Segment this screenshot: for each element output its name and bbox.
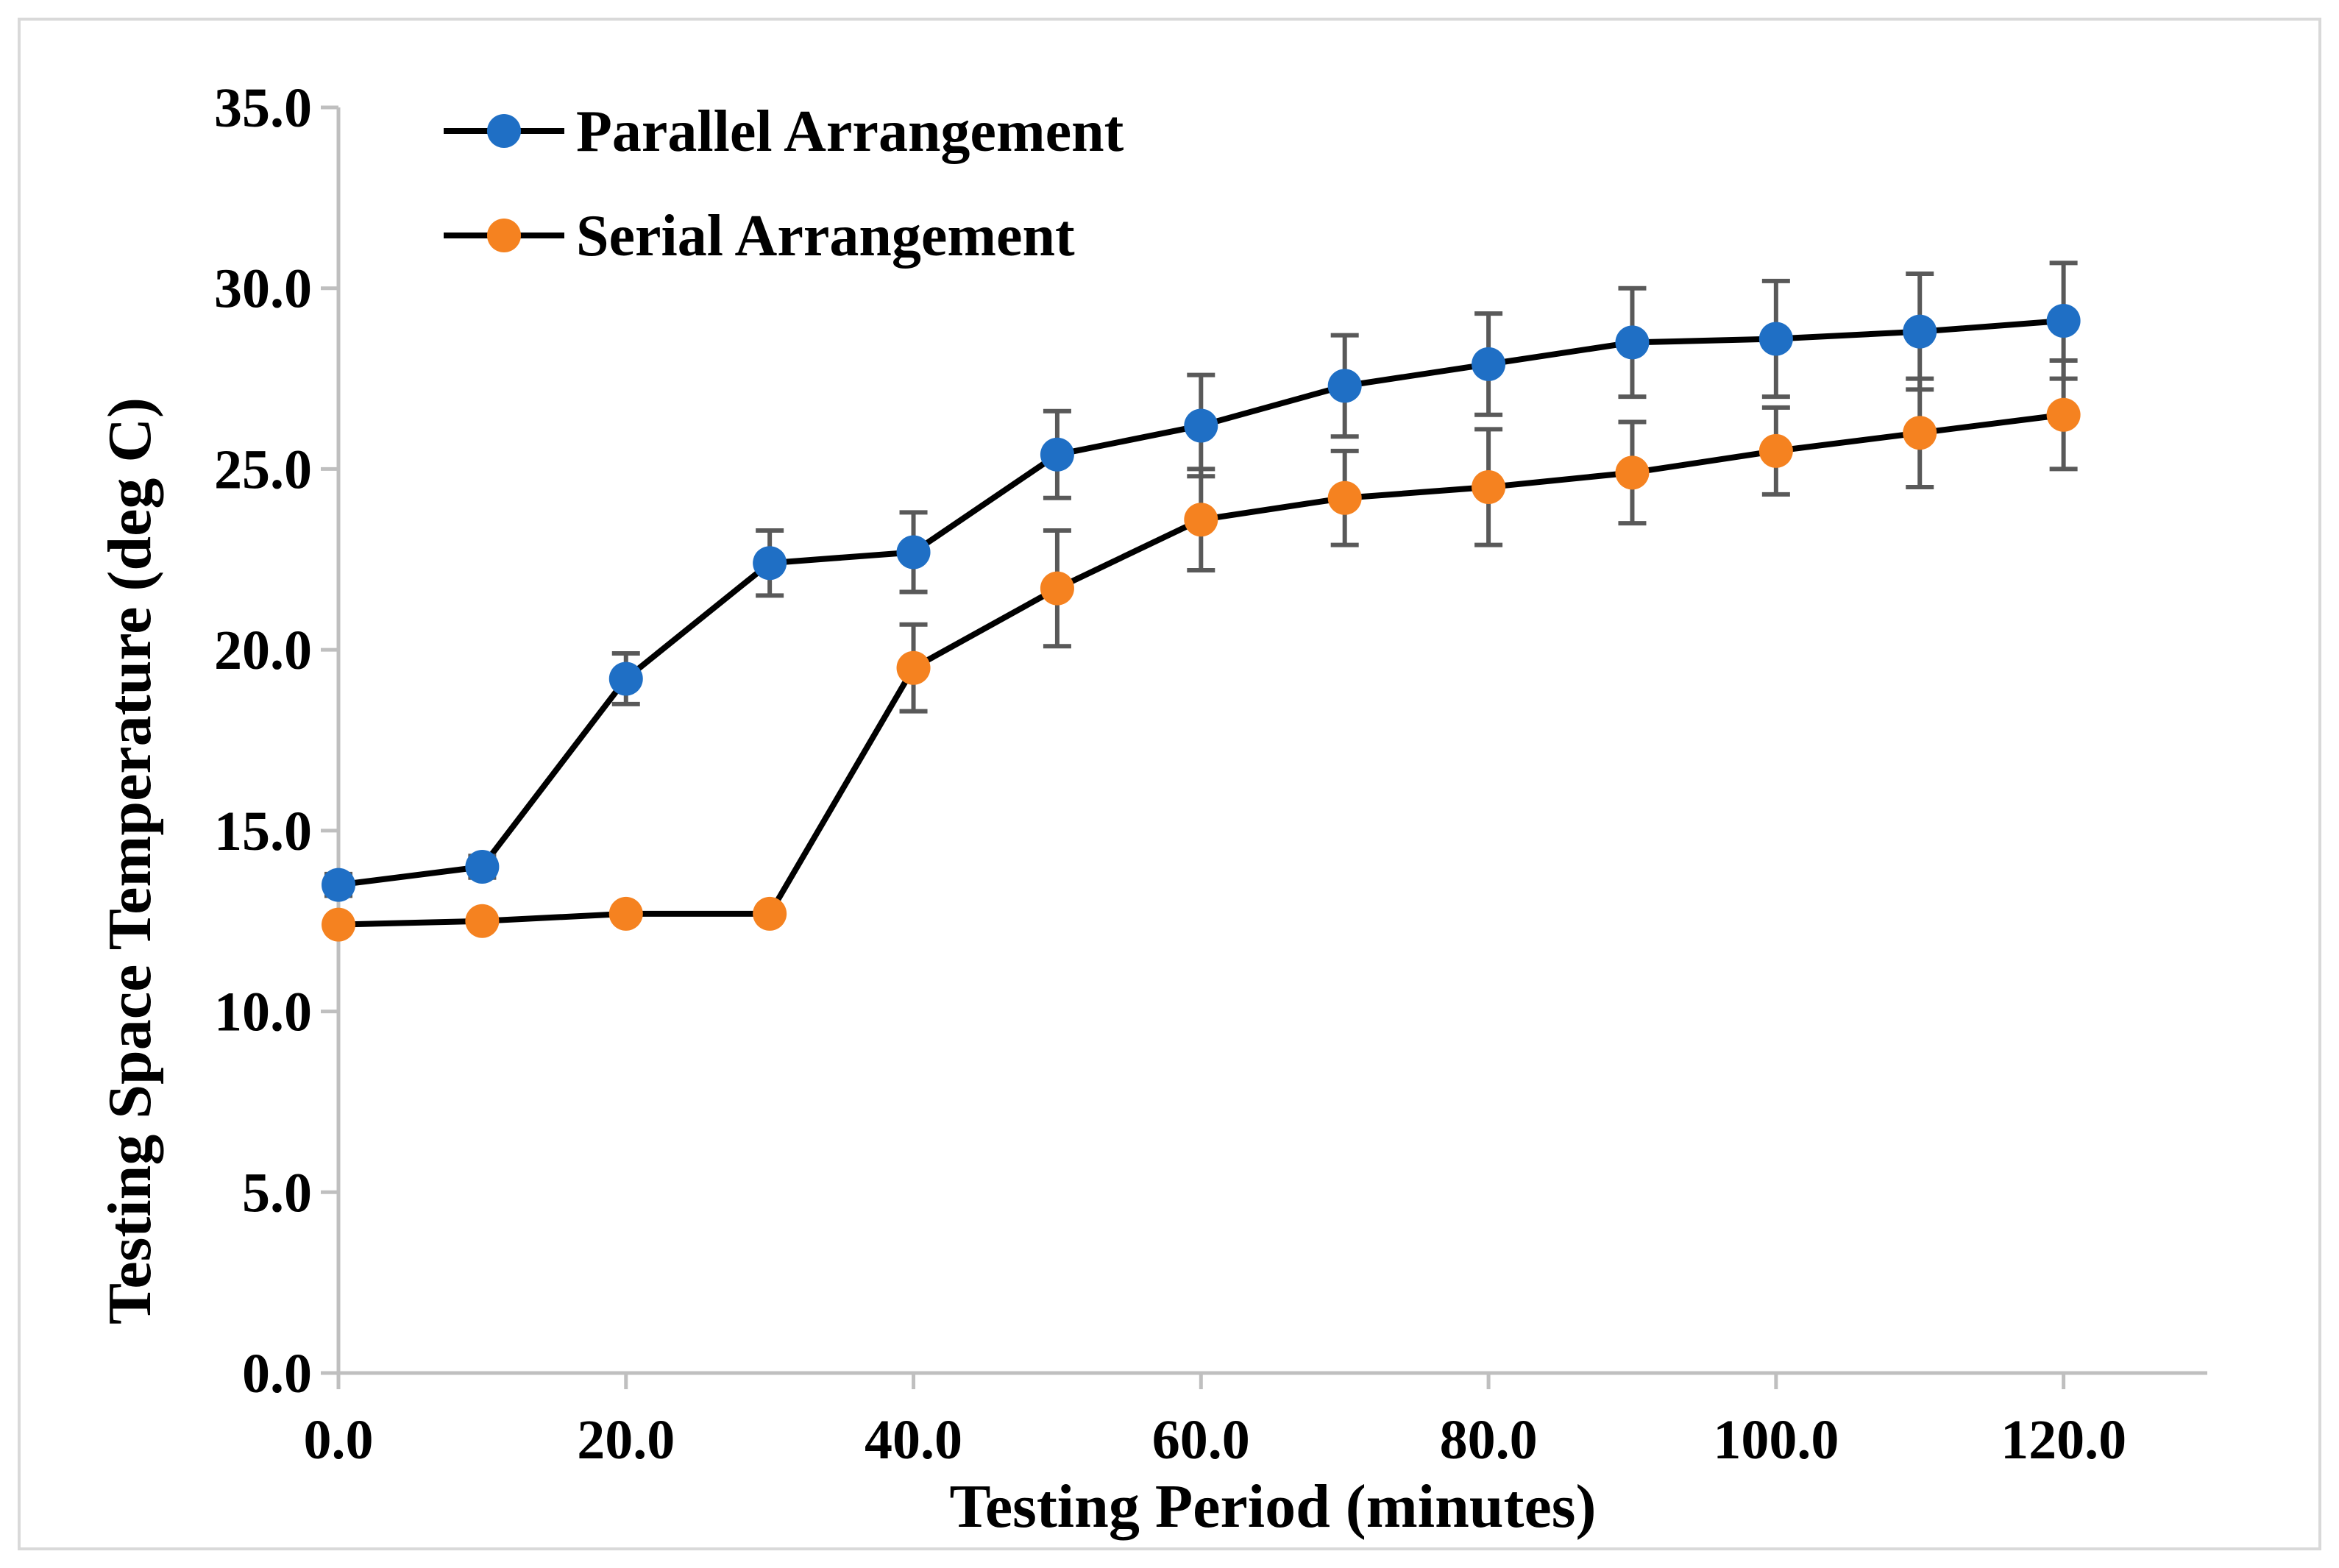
- data-point-parallel: [322, 868, 355, 902]
- data-point-parallel: [1327, 369, 1362, 403]
- data-point-parallel: [608, 661, 643, 696]
- data-point-parallel: [896, 535, 931, 570]
- x-axis-ticks: 0.0 20.0 40.0 60.0 80.0 100.0 120.0: [304, 1373, 2126, 1471]
- chart-frame: [18, 18, 2321, 1550]
- data-point-parallel: [1040, 437, 1074, 472]
- y-tick-label: 35.0: [214, 77, 312, 139]
- data-point-parallel: [465, 850, 500, 884]
- y-tick-label: 5.0: [242, 1162, 312, 1224]
- data-point-serial: [1040, 571, 1074, 606]
- axes: [336, 107, 2207, 1375]
- data-point-serial: [1903, 416, 1937, 450]
- x-tick-label: 20.0: [577, 1409, 675, 1471]
- legend: Parallel Arrangement Serial Arrangement: [444, 99, 1124, 269]
- series-layer: [322, 260, 2081, 942]
- x-tick-label: 60.0: [1152, 1409, 1250, 1471]
- legend-label-serial: Serial Arrangement: [576, 204, 1075, 269]
- y-tick-label: 15.0: [214, 801, 312, 862]
- legend-marker-serial: [487, 219, 521, 252]
- series-serial: [322, 358, 2081, 942]
- legend-marker-parallel: [487, 114, 521, 148]
- data-point-parallel: [1184, 408, 1218, 443]
- x-tick-label: 0.0: [304, 1409, 374, 1471]
- data-point-parallel: [2046, 303, 2081, 338]
- data-point-serial: [608, 896, 643, 931]
- data-point-serial: [896, 650, 931, 685]
- y-tick-label: 20.0: [214, 620, 312, 681]
- x-tick-label: 80.0: [1440, 1409, 1538, 1471]
- x-axis-title: Testing Period (minutes): [950, 1472, 1597, 1541]
- data-point-parallel: [1758, 322, 1793, 356]
- series-parallel: [322, 260, 2081, 902]
- legend-label-parallel: Parallel Arrangement: [576, 99, 1124, 164]
- data-point-parallel: [753, 546, 787, 581]
- legend-item-parallel: Parallel Arrangement: [444, 99, 1124, 164]
- y-tick-label: 25.0: [214, 439, 312, 500]
- legend-item-serial: Serial Arrangement: [444, 204, 1075, 269]
- data-point-serial: [322, 907, 355, 942]
- data-point-serial: [1615, 455, 1650, 490]
- x-tick-label: 120.0: [2001, 1409, 2126, 1471]
- data-point-serial: [1758, 433, 1793, 468]
- data-point-parallel: [1472, 347, 1506, 381]
- x-tick-label: 40.0: [865, 1409, 962, 1471]
- data-point-parallel: [1903, 314, 1937, 349]
- y-axis-ticks: 0.0 5.0 10.0 15.0 20.0 25.0 30.0 35.0: [214, 77, 338, 1405]
- data-point-serial: [1472, 470, 1506, 504]
- data-point-serial: [1327, 480, 1362, 515]
- y-axis-title: Testing Space Temperature (deg C): [96, 397, 164, 1324]
- x-tick-label: 100.0: [1713, 1409, 1839, 1471]
- y-tick-label: 10.0: [214, 982, 312, 1043]
- y-tick-label: 0.0: [242, 1343, 312, 1405]
- data-point-serial: [753, 896, 787, 931]
- data-point-serial: [2046, 397, 2081, 432]
- data-point-serial: [1184, 503, 1218, 537]
- y-tick-label: 30.0: [214, 258, 312, 320]
- data-point-parallel: [1615, 325, 1650, 360]
- data-point-serial: [465, 904, 500, 938]
